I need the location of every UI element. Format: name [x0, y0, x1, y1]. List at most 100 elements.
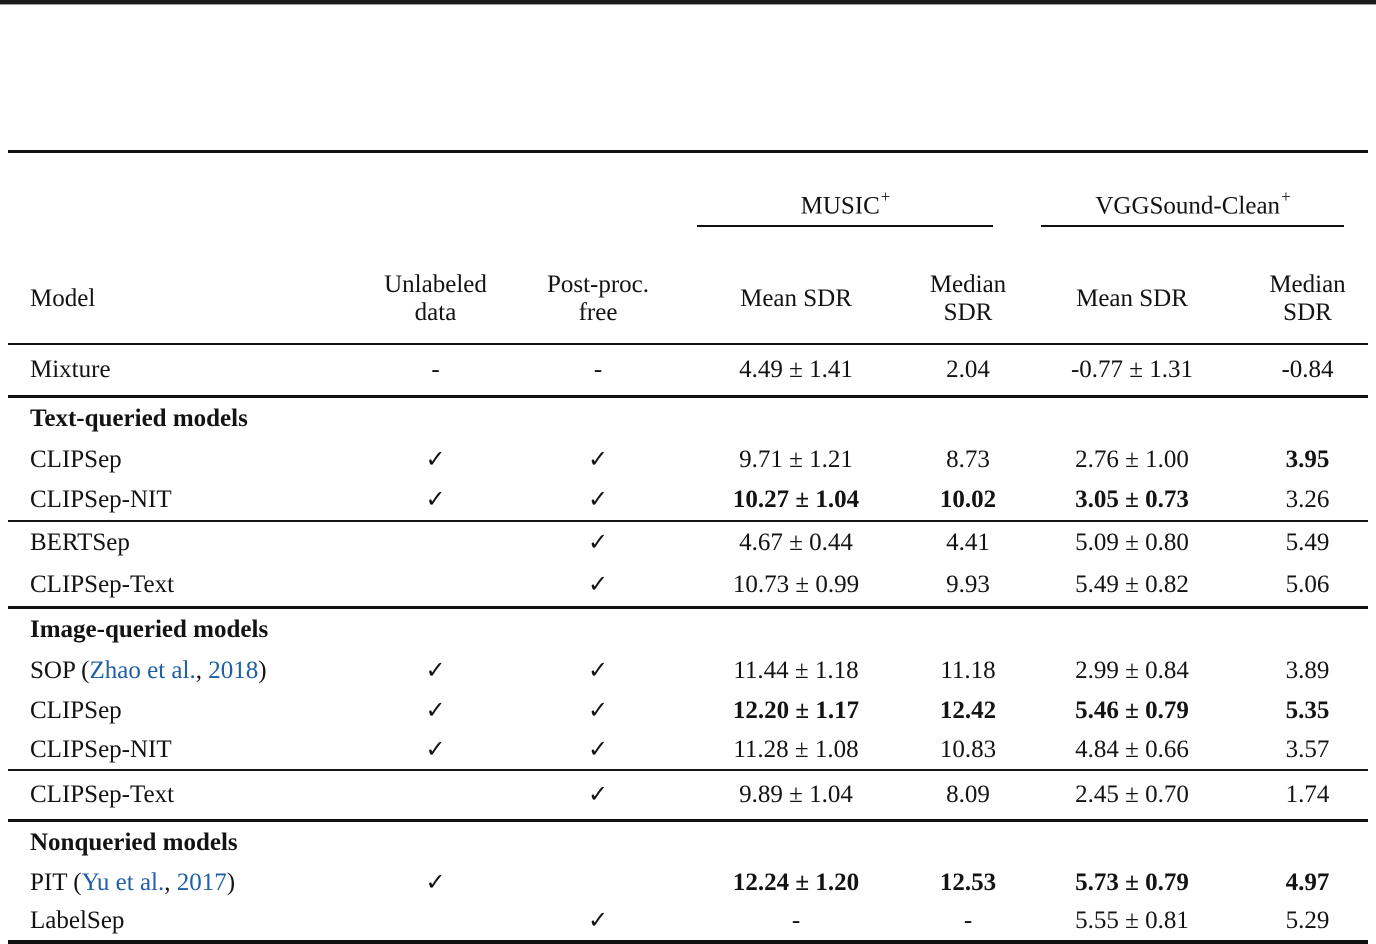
- group-header-row: MUSIC+ VGGSound-Clean+: [8, 152, 1368, 256]
- column-header-vgg-mean-sdr: Mean SDR: [1076, 285, 1188, 313]
- music-median-sdr-cell: 8.73: [946, 446, 990, 474]
- vggsound-group-name: VGGSound-Clean: [1095, 192, 1281, 220]
- music-median-sdr-cell: 8.09: [946, 781, 990, 809]
- music-mean-sdr-cell: -: [791, 907, 801, 935]
- unlabeled-data-cell: [348, 564, 523, 608]
- row-bertsep: BERTSep ✓ 4.67 ± 0.44 4.41 5.09 ± 0.80 5…: [8, 521, 1368, 564]
- vgg-median-sdr-cell: 5.29: [1285, 907, 1330, 935]
- music-mean-sdr-cell: 12.24 ± 1.20: [732, 869, 860, 897]
- model-cell: BERTSep: [30, 529, 130, 557]
- music-median-sdr-cell: 10.02: [939, 486, 997, 514]
- column-header-vgg-median-sdr: Median SDR: [1269, 271, 1346, 327]
- vgg-mean-sdr-cell: 2.99 ± 0.84: [1075, 657, 1189, 685]
- unlabeled-data-checkmark: ✓: [425, 869, 446, 896]
- model-cell: Mixture: [30, 356, 111, 384]
- row-clipsep-text: CLIPSep-Text ✓ 10.73 ± 0.99 9.93 5.49 ± …: [8, 564, 1368, 608]
- column-header-music-mean-sdr: Mean SDR: [740, 285, 852, 313]
- postproc-free-checkmark: ✓: [587, 529, 609, 556]
- row-pit: PIT (Yu et al., 2017) ✓ 12.24 ± 1.20 12.…: [8, 864, 1368, 902]
- page-top-rule: [0, 0, 1376, 5]
- vgg-mean-sdr-cell: 5.73 ± 0.79: [1075, 869, 1189, 897]
- postproc-free-checkmark: ✓: [587, 571, 609, 598]
- row-clipsep-text-queried: CLIPSep ✓ ✓ 9.71 ± 1.21 8.73 2.76 ± 1.00…: [8, 440, 1368, 480]
- model-cell: SOP (Zhao et al., 2018): [8, 651, 348, 691]
- model-cell: CLIPSep-NIT: [30, 736, 172, 764]
- music-median-sdr-cell: 2.04: [946, 356, 990, 384]
- music-median-sdr-cell: 12.53: [939, 869, 997, 897]
- vgg-median-sdr-cell: 3.57: [1285, 736, 1330, 764]
- vgg-mean-sdr-cell: -0.77 ± 1.31: [1070, 356, 1194, 384]
- vgg-median-sdr-cell: 3.26: [1285, 486, 1330, 514]
- vgg-mean-sdr-cell: 3.05 ± 0.73: [1075, 486, 1189, 514]
- vgg-mean-sdr-cell: 5.46 ± 0.79: [1075, 697, 1189, 725]
- citation-link-authors[interactable]: Zhao et al.: [89, 657, 196, 685]
- model-cell: CLIPSep-Text: [30, 571, 175, 599]
- vgg-median-sdr-cell: 3.95: [1285, 446, 1330, 474]
- postproc-free-cell: [523, 864, 673, 902]
- postproc-free-cell: -: [593, 356, 603, 384]
- model-name-close: ): [226, 869, 236, 897]
- vgg-median-sdr-cell: 4.97: [1285, 869, 1330, 897]
- unlabeled-data-checkmark: ✓: [425, 736, 446, 763]
- vgg-mean-sdr-cell: 5.09 ± 0.80: [1075, 529, 1189, 557]
- unlabeled-data-cell: [348, 770, 523, 821]
- music-mean-sdr-cell: 9.71 ± 1.21: [739, 446, 853, 474]
- group-header-vggsound: VGGSound-Clean+: [1017, 152, 1368, 256]
- unlabeled-data-cell: -: [431, 356, 440, 384]
- postproc-free-checkmark: ✓: [587, 781, 609, 808]
- music-median-sdr-cell: 12.42: [939, 697, 997, 725]
- music-mean-sdr-cell: 10.73 ± 0.99: [732, 571, 860, 599]
- vggsound-group-label: VGGSound-Clean+: [1041, 187, 1344, 228]
- music-median-sdr-cell: 10.83: [939, 736, 997, 764]
- music-median-sdr-cell: 9.93: [946, 571, 990, 599]
- postproc-free-checkmark: ✓: [587, 907, 609, 934]
- unlabeled-data-checkmark: ✓: [425, 657, 446, 684]
- postproc-free-checkmark: ✓: [587, 446, 609, 473]
- row-clipsep-nit-text-queried: CLIPSep-NIT ✓ ✓ 10.27 ± 1.04 10.02 3.05 …: [8, 480, 1368, 522]
- postproc-free-checkmark: ✓: [587, 486, 609, 513]
- model-cell: LabelSep: [30, 907, 125, 935]
- music-superscript-plus: +: [880, 187, 891, 206]
- row-clipsep-text-image-queried: CLIPSep-Text ✓ 9.89 ± 1.04 8.09 2.45 ± 0…: [8, 770, 1368, 821]
- postproc-free-checkmark: ✓: [587, 736, 609, 763]
- citation-link-authors[interactable]: Yu et al.: [81, 869, 165, 897]
- vgg-median-sdr-cell: 5.35: [1285, 697, 1330, 725]
- row-clipsep-nit-image-queried: CLIPSep-NIT ✓ ✓ 11.28 ± 1.08 10.83 4.84 …: [8, 731, 1368, 771]
- group-header-music: MUSIC+: [673, 152, 1017, 256]
- vgg-median-sdr-cell: 5.06: [1285, 571, 1330, 599]
- music-mean-sdr-cell: 11.28 ± 1.08: [733, 736, 859, 764]
- column-header-postproc-free: Post-proc. free: [546, 271, 650, 327]
- postproc-free-checkmark: ✓: [587, 697, 609, 724]
- music-mean-sdr-cell: 10.27 ± 1.04: [732, 486, 860, 514]
- music-mean-sdr-cell: 12.20 ± 1.17: [732, 697, 860, 725]
- music-mean-sdr-cell: 9.89 ± 1.04: [739, 781, 853, 809]
- vgg-median-sdr-cell: 5.49: [1285, 529, 1330, 557]
- citation-link-year[interactable]: 2017: [176, 869, 227, 897]
- unlabeled-data-cell: [348, 521, 523, 564]
- music-mean-sdr-cell: 4.67 ± 0.44: [739, 529, 853, 557]
- vggsound-superscript-plus: +: [1281, 187, 1291, 206]
- music-group-label: MUSIC+: [697, 187, 993, 228]
- section-header-image-queried: Image-queried models: [30, 616, 269, 644]
- row-clipsep-image-queried: CLIPSep ✓ ✓ 12.20 ± 1.17 12.42 5.46 ± 0.…: [8, 691, 1368, 731]
- column-header-music-median-sdr: Median SDR: [929, 271, 1007, 327]
- column-header-unlabeled-data: Unlabeled data: [384, 271, 487, 327]
- column-header-model: Model: [30, 285, 96, 313]
- music-mean-sdr-cell: 4.49 ± 1.41: [739, 356, 853, 384]
- table-header: MUSIC+ VGGSound-Clean+ Model Unlabeled d…: [8, 152, 1368, 345]
- group-header-spacer: [8, 152, 673, 256]
- section-header-text-queried: Text-queried models: [30, 405, 248, 433]
- postproc-free-checkmark: ✓: [587, 657, 609, 684]
- row-section-image-queried: Image-queried models: [8, 608, 1368, 652]
- vgg-mean-sdr-cell: 5.55 ± 0.81: [1075, 907, 1189, 935]
- music-mean-sdr-cell: 11.44 ± 1.18: [733, 657, 859, 685]
- model-name: SOP (: [30, 657, 90, 685]
- music-median-sdr-cell: -: [963, 907, 973, 935]
- model-cell: PIT (Yu et al., 2017): [8, 864, 348, 902]
- model-name-close: ): [258, 657, 267, 685]
- citation-link-year[interactable]: 2018: [208, 657, 259, 685]
- unlabeled-data-checkmark: ✓: [425, 486, 446, 513]
- vgg-median-sdr-cell: 1.74: [1285, 781, 1330, 809]
- row-section-nonqueried: Nonqueried models: [8, 821, 1368, 865]
- vgg-median-sdr-cell: 3.89: [1285, 657, 1330, 685]
